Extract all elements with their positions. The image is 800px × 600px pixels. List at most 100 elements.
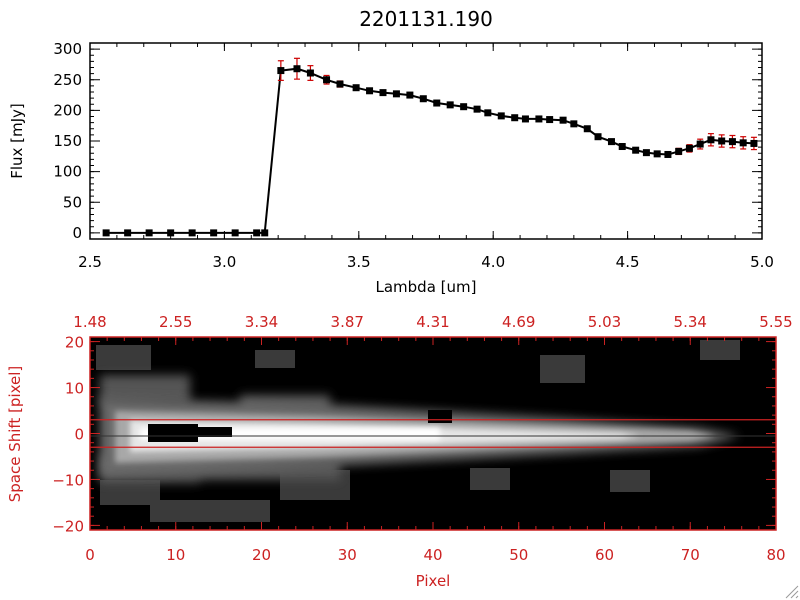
- data-point: [253, 229, 261, 237]
- data-point: [559, 116, 567, 124]
- x-tick-label: 40: [423, 546, 442, 564]
- x-tick-label: 4.0: [481, 253, 505, 271]
- x-tick-label: 50: [509, 546, 528, 564]
- y-tick-label: 10: [65, 380, 84, 398]
- image-x-axis-label: Pixel: [416, 572, 451, 590]
- data-point: [306, 69, 314, 77]
- top-tick-label: 5.34: [674, 313, 707, 331]
- y-tick-label: 20: [65, 334, 84, 352]
- spectral-image: [90, 337, 776, 530]
- data-point: [392, 90, 400, 98]
- data-point: [607, 138, 615, 146]
- x-tick-label: 60: [595, 546, 614, 564]
- data-point: [653, 150, 661, 158]
- data-point: [728, 138, 736, 146]
- y-tick-label: 100: [53, 163, 82, 181]
- top-tick-label: 2.55: [159, 313, 192, 331]
- y-tick-label: −10: [52, 471, 84, 489]
- y-tick-label: 0: [74, 426, 84, 444]
- data-point: [632, 146, 640, 154]
- data-point: [446, 101, 454, 109]
- y-tick-label: 50: [63, 193, 82, 211]
- data-point: [696, 140, 704, 148]
- data-point: [535, 115, 543, 123]
- data-point: [419, 95, 427, 103]
- data-point: [145, 229, 153, 237]
- x-tick-label: 30: [338, 546, 357, 564]
- data-point: [739, 139, 747, 147]
- data-point: [618, 143, 626, 151]
- data-point: [664, 150, 672, 158]
- data-point: [352, 84, 360, 92]
- data-point: [366, 87, 374, 95]
- x-tick-label: 3.0: [212, 253, 236, 271]
- spectral-image-panel: 0 10 20 30 40 50 60 70 80 1.48 2.55 3.34 3.87 4.31 4.…: [6, 313, 793, 590]
- x-tick-label: 80: [766, 546, 785, 564]
- y-tick-label: 150: [53, 132, 82, 150]
- top-tick-label: 3.87: [331, 313, 364, 331]
- image-wavelength-axis: 1.48 2.55 3.34 3.87 4.31 4.69 5.03 5.34 5.55: [73, 313, 793, 345]
- masked-pixels: [148, 424, 198, 442]
- data-point: [521, 115, 529, 123]
- data-point: [406, 91, 414, 99]
- spectrum-panel: 2201131.190 2.5 3.0 3.5 4.0 4.5 5.0 0 50 100 150…: [8, 7, 774, 296]
- spectrum-y-axis-label: Flux [mJy]: [8, 103, 26, 179]
- y-tick-label: 300: [53, 40, 82, 58]
- data-point: [167, 229, 175, 237]
- x-tick-label: 0: [85, 546, 95, 564]
- y-tick-label: 0: [72, 224, 82, 242]
- spectrum-y-axis: 0 50 100 150 200 250 300: [53, 40, 762, 242]
- data-point: [379, 89, 387, 97]
- data-point: [497, 112, 505, 120]
- data-point: [546, 116, 554, 124]
- data-point: [685, 144, 693, 152]
- x-tick-label: 10: [166, 546, 185, 564]
- data-point: [433, 99, 441, 107]
- spectrum-x-axis-label: Lambda [um]: [376, 278, 477, 296]
- data-point: [336, 80, 344, 88]
- data-point: [188, 229, 196, 237]
- spectrum-plot-area: [102, 57, 758, 237]
- extraction-aperture-lines: [90, 419, 776, 448]
- data-point: [594, 133, 602, 141]
- data-point: [511, 114, 519, 122]
- image-x-axis: 0 10 20 30 40 50 60 70 80: [85, 522, 786, 564]
- spectrum-axes-frame: [89, 42, 763, 240]
- data-point: [323, 76, 331, 84]
- spectrum-x-axis: 2.5 3.0 3.5 4.0 4.5 5.0: [78, 43, 774, 271]
- data-point: [473, 105, 481, 113]
- x-tick-label: 2.5: [78, 253, 102, 271]
- y-tick-label: 250: [53, 71, 82, 89]
- top-tick-label: 5.03: [588, 313, 621, 331]
- data-point: [102, 229, 110, 237]
- data-point: [231, 229, 239, 237]
- y-tick-label: −20: [52, 517, 84, 535]
- data-point: [642, 149, 650, 157]
- top-tick-label: 4.69: [502, 313, 535, 331]
- chart-title: 2201131.190: [359, 7, 493, 31]
- data-point: [210, 229, 218, 237]
- top-tick-label: 5.55: [759, 313, 792, 331]
- data-point: [583, 125, 591, 133]
- data-point: [750, 139, 758, 147]
- image-y-axis-label: Space Shift [pixel]: [6, 366, 24, 503]
- data-point: [124, 229, 132, 237]
- top-tick-label: 4.31: [416, 313, 449, 331]
- data-point: [261, 229, 269, 237]
- resize-grip-icon[interactable]: [785, 585, 799, 599]
- data-point: [460, 103, 468, 111]
- data-point: [277, 67, 285, 75]
- y-tick-label: 200: [53, 101, 82, 119]
- top-tick-label: 3.34: [245, 313, 278, 331]
- data-point: [293, 65, 301, 73]
- x-tick-label: 4.5: [616, 253, 640, 271]
- data-point: [570, 120, 578, 128]
- x-tick-label: 5.0: [750, 253, 774, 271]
- x-tick-label: 3.5: [347, 253, 371, 271]
- data-point: [718, 137, 726, 145]
- x-tick-label: 70: [681, 546, 700, 564]
- x-tick-label: 20: [252, 546, 271, 564]
- top-tick-label: 1.48: [73, 313, 106, 331]
- data-point: [707, 136, 715, 144]
